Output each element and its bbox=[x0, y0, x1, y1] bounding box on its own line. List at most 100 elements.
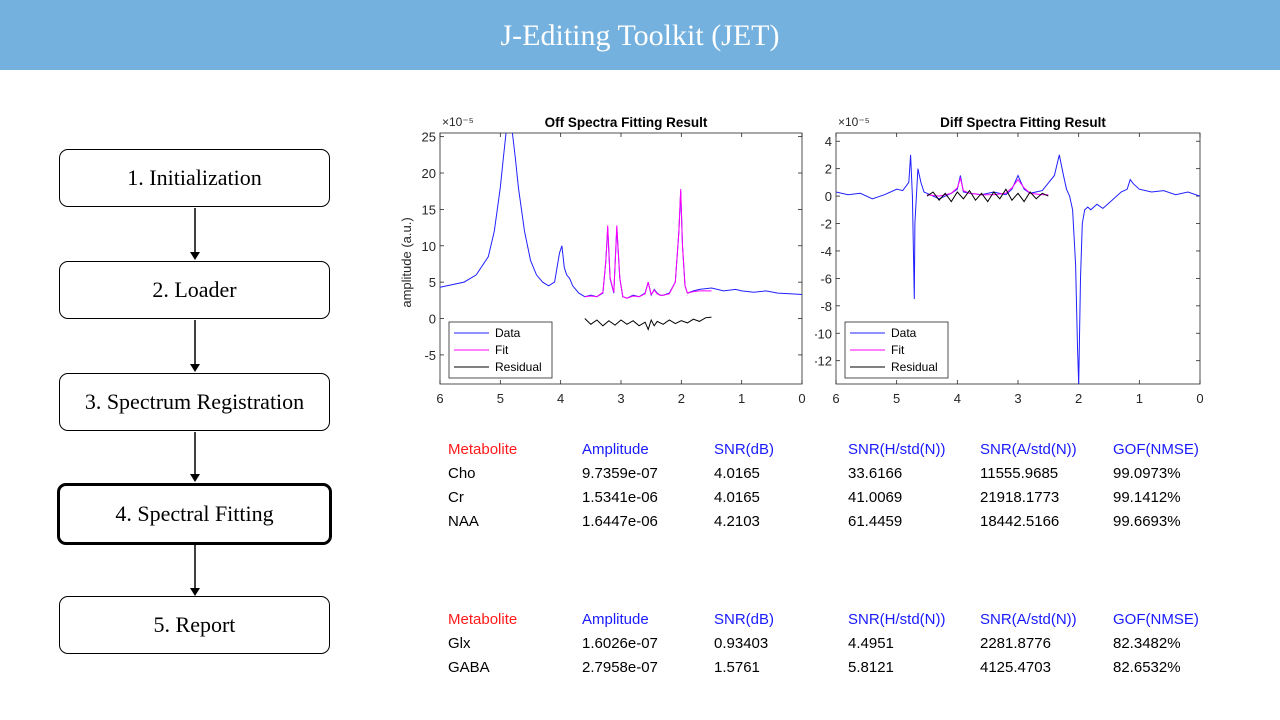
y-tick-label: 0 bbox=[429, 312, 436, 327]
legend-entry: Residual bbox=[495, 360, 542, 374]
axis-exponent: ×10⁻⁵ bbox=[838, 115, 870, 129]
y-tick-label: 15 bbox=[422, 202, 436, 217]
cell: 21918.1773 bbox=[980, 489, 1060, 506]
step-spectrum-registration[interactable]: 3. Spectrum Registration bbox=[59, 373, 330, 431]
step-loader[interactable]: 2. Loader bbox=[59, 261, 330, 319]
table-header: Metabolite Amplitude SNR(dB) SNR(H/std(N… bbox=[448, 611, 1248, 635]
y-tick-label: 0 bbox=[825, 189, 832, 204]
series-group bbox=[440, 133, 802, 331]
x-tick-label: 5 bbox=[497, 391, 504, 406]
series-group bbox=[836, 154, 1200, 384]
step-report[interactable]: 5. Report bbox=[59, 596, 330, 654]
header-gof: GOF(NMSE) bbox=[1113, 611, 1199, 628]
cell: 2281.8776 bbox=[980, 635, 1051, 652]
cell: 2.7958e-07 bbox=[582, 659, 658, 676]
series-line-residual bbox=[584, 316, 712, 331]
y-tick-label: 5 bbox=[429, 275, 436, 290]
x-tick-label: 6 bbox=[832, 391, 839, 406]
cell: Cr bbox=[448, 489, 464, 506]
diff-spectra-plot: Diff Spectra Fitting Result ×10⁻⁵ 6 5 4 3 2 1 0 4… bbox=[815, 115, 1204, 406]
header-metabolite: Metabolite bbox=[448, 441, 518, 458]
cell: 82.3482% bbox=[1113, 635, 1181, 652]
series-line-fit bbox=[926, 176, 1049, 197]
banner-title: J-Editing Toolkit (JET) bbox=[500, 19, 780, 52]
y-tick-label: -10 bbox=[815, 326, 832, 341]
legend-entry: Residual bbox=[891, 360, 938, 374]
table-row: NAA 1.6447e-06 4.2103 61.4459 18442.5166… bbox=[448, 513, 1248, 537]
axis-exponent: ×10⁻⁵ bbox=[442, 115, 474, 129]
cell: Cho bbox=[448, 465, 476, 482]
cell: NAA bbox=[448, 513, 479, 530]
x-tick-label: 5 bbox=[893, 391, 900, 406]
x-tick-label: 3 bbox=[1014, 391, 1021, 406]
cell: 4.2103 bbox=[714, 513, 760, 530]
x-tick-label: 4 bbox=[557, 391, 564, 406]
step-initialization[interactable]: 1. Initialization bbox=[59, 149, 330, 207]
header-snr-db: SNR(dB) bbox=[714, 441, 775, 458]
x-tick-label: 3 bbox=[617, 391, 624, 406]
step-spectral-fitting[interactable]: 4. Spectral Fitting bbox=[57, 483, 332, 545]
y-tick-label: 20 bbox=[422, 166, 436, 181]
chart-title: Diff Spectra Fitting Result bbox=[940, 115, 1106, 130]
x-tick-label: 0 bbox=[1196, 391, 1203, 406]
header-gof: GOF(NMSE) bbox=[1113, 441, 1199, 458]
y-axis-label: amplitude (a.u.) bbox=[399, 217, 414, 307]
header-snr-db: SNR(dB) bbox=[714, 611, 775, 628]
y-tick-label: -2 bbox=[820, 217, 832, 232]
header-metabolite: Metabolite bbox=[448, 611, 518, 628]
header-snr-h: SNR(H/std(N)) bbox=[848, 441, 946, 458]
cell: 99.1412% bbox=[1113, 489, 1181, 506]
cell: 18442.5166 bbox=[980, 513, 1060, 530]
cell: 5.8121 bbox=[848, 659, 894, 676]
fitting-table-1: Metabolite Amplitude SNR(dB) SNR(H/std(N… bbox=[448, 441, 1248, 537]
cell: Glx bbox=[448, 635, 471, 652]
header-amplitude: Amplitude bbox=[582, 441, 649, 458]
table-row: Cr 1.5341e-06 4.0165 41.0069 21918.1773 … bbox=[448, 489, 1248, 513]
chart-title: Off Spectra Fitting Result bbox=[545, 115, 708, 130]
header-snr-a: SNR(A/std(N)) bbox=[980, 441, 1077, 458]
table-row: Cho 9.7359e-07 4.0165 33.6166 11555.9685… bbox=[448, 465, 1248, 489]
x-tick-label: 1 bbox=[738, 391, 745, 406]
cell: 61.4459 bbox=[848, 513, 903, 530]
x-tick-label: 6 bbox=[436, 391, 443, 406]
series-line-fit bbox=[584, 188, 712, 299]
cell: 41.0069 bbox=[848, 489, 903, 506]
y-tick-label: -8 bbox=[820, 299, 832, 314]
y-tick-label: -6 bbox=[820, 271, 832, 286]
workflow-arrows bbox=[190, 208, 200, 596]
cell: 1.6026e-07 bbox=[582, 635, 658, 652]
y-tick-label: -5 bbox=[424, 348, 436, 363]
cell: 4.4951 bbox=[848, 635, 894, 652]
legend-entry: Data bbox=[495, 326, 521, 340]
y-tick-label: 10 bbox=[422, 239, 436, 254]
fitting-table-2: Metabolite Amplitude SNR(dB) SNR(H/std(N… bbox=[448, 611, 1248, 683]
y-tick-label: -12 bbox=[815, 354, 832, 369]
y-tick-label: 2 bbox=[825, 162, 832, 177]
x-tick-label: 0 bbox=[798, 391, 805, 406]
cell: 99.6693% bbox=[1113, 513, 1181, 530]
cell: 9.7359e-07 bbox=[582, 465, 658, 482]
cell: 11555.9685 bbox=[980, 465, 1059, 482]
header-amplitude: Amplitude bbox=[582, 611, 649, 628]
y-tick-label: 25 bbox=[422, 130, 436, 145]
y-tick-label: -4 bbox=[820, 244, 832, 259]
x-tick-label: 2 bbox=[1075, 391, 1082, 406]
x-tick-label: 1 bbox=[1136, 391, 1143, 406]
cell: 4.0165 bbox=[714, 489, 760, 506]
header-snr-h: SNR(H/std(N)) bbox=[848, 611, 946, 628]
legend-entry: Data bbox=[891, 326, 917, 340]
legend-entry: Fit bbox=[891, 343, 905, 357]
y-tick-label: 4 bbox=[825, 134, 832, 149]
cell: 1.6447e-06 bbox=[582, 513, 658, 530]
series-line-residual bbox=[926, 188, 1049, 203]
cell: 0.93403 bbox=[714, 635, 769, 652]
cell: 99.0973% bbox=[1113, 465, 1181, 482]
cell: 4125.4703 bbox=[980, 659, 1051, 676]
title-banner bbox=[0, 0, 1280, 70]
table-row: Glx 1.6026e-07 0.93403 4.4951 2281.8776 … bbox=[448, 635, 1248, 659]
cell: 82.6532% bbox=[1113, 659, 1181, 676]
legend-entry: Fit bbox=[495, 343, 509, 357]
cell: 1.5761 bbox=[714, 659, 760, 676]
table-row: GABA 2.7958e-07 1.5761 5.8121 4125.4703 … bbox=[448, 659, 1248, 683]
cell: 4.0165 bbox=[714, 465, 760, 482]
